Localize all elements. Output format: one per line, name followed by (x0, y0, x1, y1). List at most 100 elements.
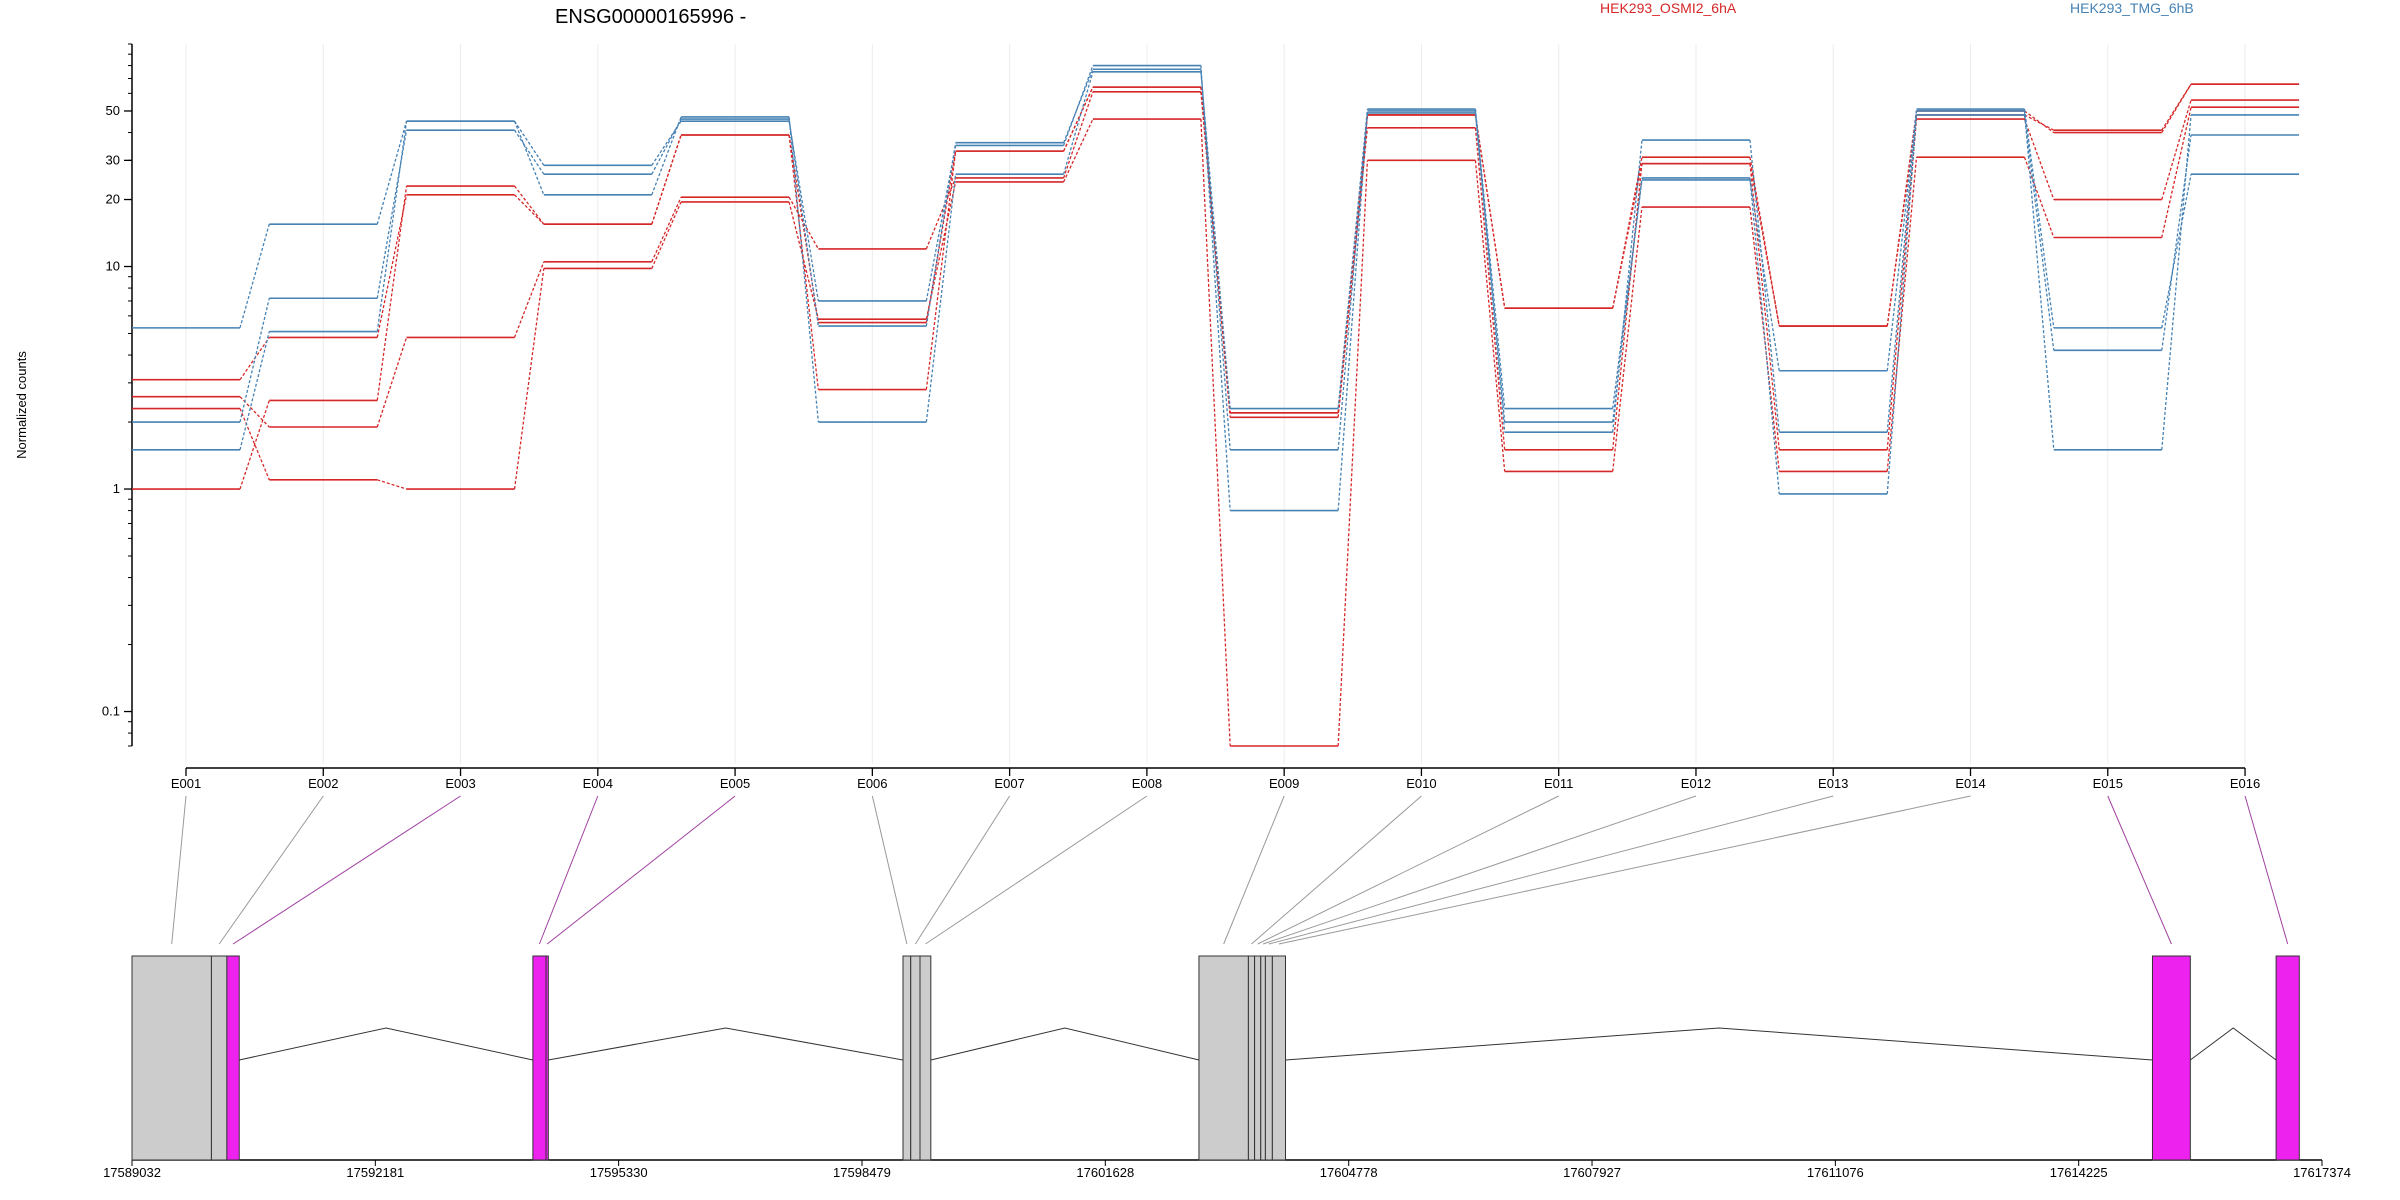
genomic-tick-label: 17607927 (1563, 1165, 1621, 1180)
series-connector (2161, 99, 2192, 200)
exon-box-e001 (131, 955, 212, 1161)
genomic-tick-label: 17614225 (2050, 1165, 2108, 1180)
series-connector (925, 145, 957, 302)
x-tick-label-e005: E005 (720, 776, 750, 791)
x-tick-label-e012: E012 (1681, 776, 1711, 791)
vertical-gridlines (185, 44, 2246, 764)
series-lines (132, 64, 2300, 747)
legend-entry-tmg: HEK293_TMG_6hB (2070, 0, 2194, 16)
series-connector (925, 151, 957, 390)
x-tick-label-e001: E001 (171, 776, 201, 791)
series-connector (1337, 160, 1369, 747)
series-connector (2023, 156, 2055, 238)
series-connector (2161, 107, 2192, 238)
series-connector (1749, 177, 1780, 495)
series-connector (2161, 134, 2192, 351)
exon-connector-e009 (1223, 795, 1285, 945)
exon-connector-e008 (925, 795, 1148, 945)
exon-connector-e004 (538, 795, 599, 945)
series-connector (239, 408, 270, 481)
exon-connector-e014 (1278, 795, 1971, 945)
series-connector (2161, 114, 2192, 450)
series-connector (1063, 91, 1094, 179)
series-connector (1200, 69, 1231, 450)
series-connector (513, 129, 545, 175)
exon-box-e011 (1254, 955, 1262, 1161)
series-connector (513, 268, 545, 490)
x-tick-label-e004: E004 (583, 776, 613, 791)
series-1-osmi2 (132, 106, 2300, 747)
series-connector (376, 194, 408, 338)
genomic-tick-label: 17595330 (590, 1165, 648, 1180)
gene-model: 17589032 17592181 17595330 17598479 17601628… (103, 955, 2351, 1180)
series-7-tmg (132, 71, 2300, 451)
series-connector (239, 400, 270, 490)
x-tick-label-e002: E002 (308, 776, 338, 791)
series-connector (925, 181, 957, 320)
exon-connector-e003 (232, 795, 461, 945)
x-tick-label-e009: E009 (1269, 776, 1299, 791)
series-connector (2023, 114, 2055, 351)
intron-line (930, 1027, 1200, 1061)
exon-connector-e002 (218, 795, 324, 945)
series-connector (1063, 118, 1094, 183)
y-tick-label: 1 (113, 481, 120, 496)
series-connector (1612, 163, 1643, 450)
x-tick-label-e013: E013 (1818, 776, 1848, 791)
series-connector (1886, 110, 1918, 371)
series-connector (1337, 112, 1369, 511)
series-connector (1886, 109, 1918, 433)
exon-connector-e016 (2244, 795, 2289, 945)
series-connector (651, 196, 682, 263)
series-connector (1612, 179, 1643, 409)
plot-axes: 0.1 1 10 20 30 50 E001 E002 E003 E004 E005 E006 E007… (102, 43, 2260, 791)
series-connector (1749, 140, 1780, 433)
exon-connector-e001 (171, 795, 187, 945)
intron-line (1285, 1027, 2153, 1061)
series-connector (514, 194, 545, 225)
series-connector (1886, 110, 1918, 327)
series-connector (239, 298, 270, 423)
exon-box-e008 (919, 955, 932, 1161)
x-tick-label-e015: E015 (2093, 776, 2123, 791)
series-connector (513, 261, 545, 338)
series-connector (1474, 109, 1506, 409)
series-connector (1474, 160, 1506, 472)
series-connector (1063, 69, 1094, 143)
series-connector (376, 121, 408, 332)
series-connector (2161, 83, 2192, 131)
genomic-tick-label: 17611076 (1807, 1165, 1864, 1180)
series-connector (513, 120, 545, 196)
series-connector (1337, 109, 1369, 409)
series-connector (651, 120, 682, 166)
y-tick-label: 20 (106, 192, 120, 207)
genomic-tick-label: 17592181 (346, 1165, 404, 1180)
series-connector (513, 120, 545, 166)
series-connector (925, 174, 957, 423)
series-connector (1063, 86, 1094, 152)
exon-box-e005 (545, 955, 549, 1161)
series-connector (788, 116, 819, 423)
series-connector (239, 223, 270, 329)
series-connector (2161, 83, 2192, 133)
exon-connector-e010 (1251, 795, 1422, 945)
series-connector (1062, 71, 1094, 175)
series-connector (925, 142, 957, 327)
series-connector (788, 134, 819, 390)
exon-box-e016 (2275, 955, 2300, 1161)
exon-connectors (171, 795, 2289, 945)
series-connector (376, 337, 408, 428)
series-connector (1749, 179, 1780, 371)
series-connector (1612, 206, 1643, 472)
series-connector (1337, 110, 1369, 450)
exon-box-e004 (532, 955, 547, 1161)
exon-connector-e012 (1262, 795, 1697, 945)
x-tick-label-e016: E016 (2230, 776, 2260, 791)
exon-box-e015 (2151, 955, 2191, 1161)
series-connector (1063, 65, 1094, 146)
x-tick-label-e006: E006 (857, 776, 887, 791)
legend-entry-osmi2: HEK293_OSMI2_6hA (1600, 0, 1737, 16)
intron-line (239, 1027, 533, 1061)
exon-box-e012 (1260, 955, 1266, 1161)
exon-box-e007 (910, 955, 921, 1161)
